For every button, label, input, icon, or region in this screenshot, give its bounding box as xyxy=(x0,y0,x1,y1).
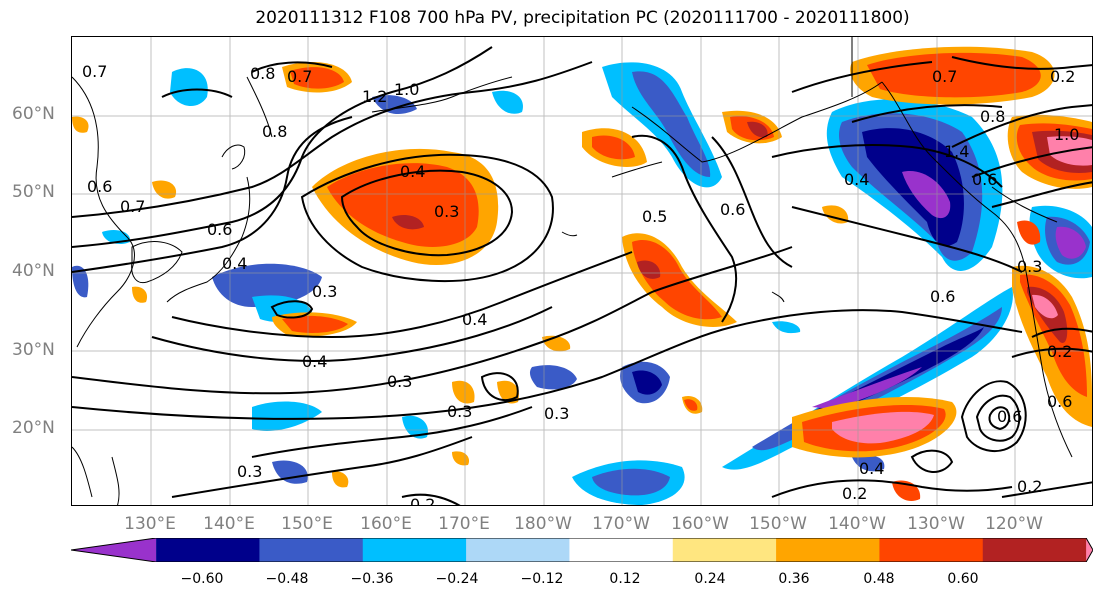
colorbar-segment xyxy=(259,538,364,562)
contour-label: 1.0 xyxy=(1054,125,1079,144)
contour-label: 0.4 xyxy=(400,162,425,181)
contour-label: 0.4 xyxy=(859,459,884,478)
contour-label: 0.6 xyxy=(207,220,232,239)
colorbar-tick: −0.48 xyxy=(265,571,309,587)
graticule xyxy=(72,37,1092,505)
contour-label: 0.8 xyxy=(262,122,287,141)
colorbar-segment xyxy=(879,538,984,562)
map-svg: 0.7 0.8 0.7 1.2 1.0 0.8 0.6 0.7 0.6 0.4 … xyxy=(72,37,1092,506)
contour-labels: 0.7 0.8 0.7 1.2 1.0 0.8 0.6 0.7 0.6 0.4 … xyxy=(82,62,1079,506)
colorbar-extend-min xyxy=(71,538,157,562)
contour-label: 0.3 xyxy=(544,404,569,423)
contour-label: 0.2 xyxy=(410,495,435,506)
contour-label: 0.7 xyxy=(82,62,107,81)
colorbar-tick: −0.24 xyxy=(435,571,479,587)
pv-contours xyxy=(72,46,1092,505)
contour-label: 0.2 xyxy=(1017,477,1042,496)
colorbar-segment xyxy=(672,538,777,562)
contour-label: 0.4 xyxy=(844,170,869,189)
contour-label: 0.3 xyxy=(387,372,412,391)
colorbar-tick: 0.24 xyxy=(694,571,726,587)
contour-label: 0.8 xyxy=(250,64,275,83)
contour-label: 0.6 xyxy=(997,407,1022,426)
colorbar-svg xyxy=(70,537,1094,563)
lon-label-120w: 120°W xyxy=(985,514,1043,534)
contour-label: 0.6 xyxy=(930,287,955,306)
contour-label: 0.8 xyxy=(980,107,1005,126)
lon-label-160e: 160°E xyxy=(360,514,412,534)
lat-label-20n: 20°N xyxy=(12,418,55,438)
lon-label-180w: 180°W xyxy=(514,514,572,534)
lon-label-130e: 130°E xyxy=(124,514,176,534)
contour-label: 0.3 xyxy=(1017,257,1042,276)
lon-label-150e: 150°E xyxy=(281,514,333,534)
positive-shading xyxy=(72,46,1092,502)
figure-title: 2020111312 F108 700 hPa PV, precipitatio… xyxy=(255,8,910,28)
lon-label-140w: 140°W xyxy=(828,514,886,534)
lat-label-30n: 30°N xyxy=(12,340,55,360)
lon-label-160w: 160°W xyxy=(671,514,729,534)
contour-label: 0.4 xyxy=(462,310,487,329)
contour-label: 0.3 xyxy=(447,402,472,421)
colorbar-segment xyxy=(776,538,880,562)
contour-label: 0.2 xyxy=(1050,67,1075,86)
colorbar-segment xyxy=(982,538,1087,562)
colorbar-segment xyxy=(569,538,674,562)
lon-label-140e: 140°E xyxy=(203,514,255,534)
lat-label-50n: 50°N xyxy=(12,182,55,202)
colorbar-segments xyxy=(70,537,1094,563)
contour-label: 0.3 xyxy=(312,282,337,301)
contour-label: 1.0 xyxy=(394,80,419,99)
colorbar xyxy=(70,537,1094,563)
contour-label: 0.2 xyxy=(1047,342,1072,361)
contour-label: 0.4 xyxy=(302,352,327,371)
colorbar-segment xyxy=(362,538,467,562)
contour-label: 0.6 xyxy=(1047,392,1072,411)
contour-label: 0.4 xyxy=(222,254,247,273)
contour-label: 0.5 xyxy=(642,207,667,226)
contour-label: 0.6 xyxy=(720,200,745,219)
lat-label-40n: 40°N xyxy=(12,261,55,281)
contour-label: 0.3 xyxy=(237,462,262,481)
lon-label-150w: 150°W xyxy=(749,514,807,534)
contour-label: 0.3 xyxy=(434,202,459,221)
contour-label: 0.6 xyxy=(87,177,112,196)
colorbar-segment xyxy=(466,538,570,562)
colorbar-extend-max xyxy=(1086,538,1093,562)
contour-label: 1.2 xyxy=(362,87,387,106)
map-panel: 0.7 0.8 0.7 1.2 1.0 0.8 0.6 0.7 0.6 0.4 … xyxy=(71,36,1093,506)
contour-label: 0.7 xyxy=(120,197,145,216)
colorbar-segment xyxy=(156,538,260,562)
negative-shading xyxy=(72,62,1092,505)
colorbar-tick: −0.36 xyxy=(350,571,394,587)
colorbar-tick: −0.60 xyxy=(180,571,224,587)
contour-label: 0.2 xyxy=(842,484,867,503)
contour-label: 1.4 xyxy=(944,142,969,161)
contour-label: 0.6 xyxy=(972,170,997,189)
contour-label: 0.7 xyxy=(932,67,957,86)
lat-label-60n: 60°N xyxy=(12,104,55,124)
lon-label-130w: 130°W xyxy=(907,514,965,534)
colorbar-tick: −0.12 xyxy=(520,571,564,587)
colorbar-tick: 0.12 xyxy=(609,571,641,587)
colorbar-tick: 0.48 xyxy=(863,571,895,587)
colorbar-tick: 0.36 xyxy=(778,571,810,587)
lon-label-170e: 170°E xyxy=(438,514,490,534)
lon-label-170w: 170°W xyxy=(592,514,650,534)
colorbar-tick: 0.60 xyxy=(947,571,979,587)
contour-label: 0.7 xyxy=(287,67,312,86)
